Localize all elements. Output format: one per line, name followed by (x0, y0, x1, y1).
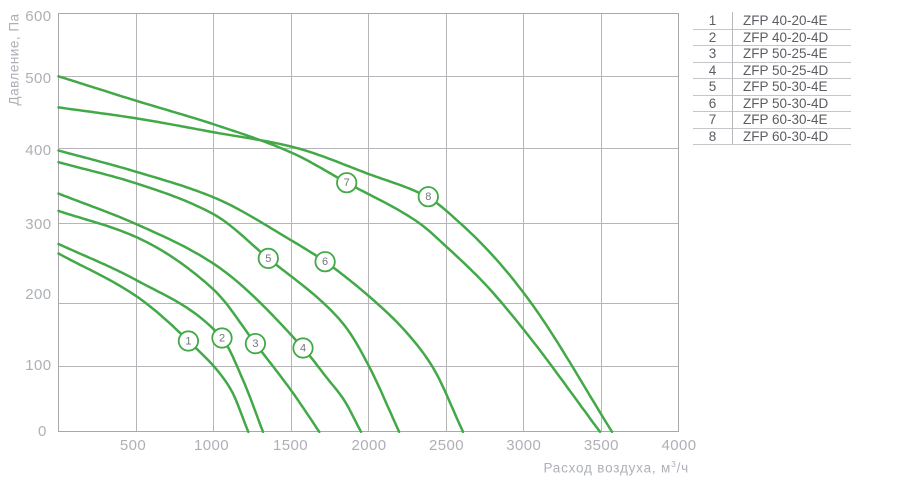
svg-text:8: 8 (425, 191, 431, 203)
svg-text:6: 6 (322, 256, 328, 268)
svg-text:7: 7 (344, 177, 350, 189)
svg-text:1: 1 (185, 336, 191, 348)
svg-text:2: 2 (219, 333, 225, 345)
svg-text:5: 5 (265, 253, 271, 265)
svg-text:4: 4 (300, 343, 306, 355)
svg-text:3: 3 (252, 338, 258, 350)
